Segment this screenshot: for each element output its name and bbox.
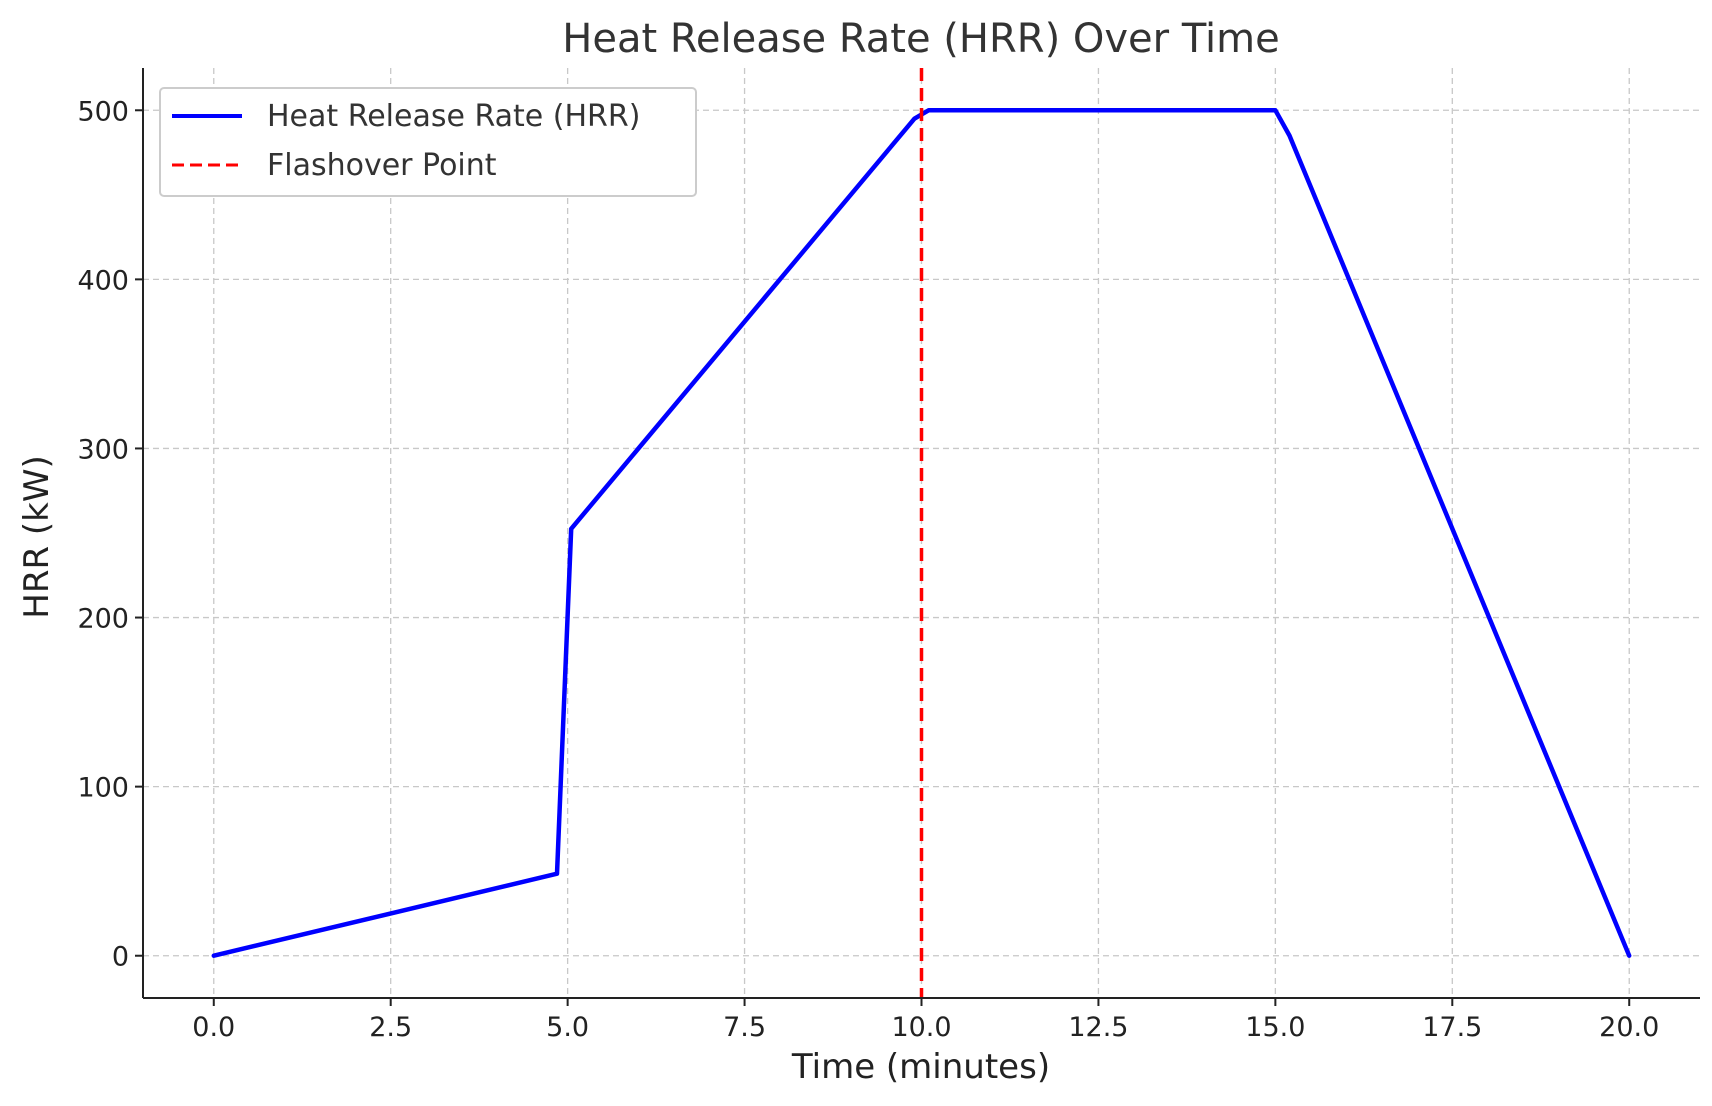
tick-layer: 0.0 2.5 5.0 7.5 10.0 12.5 15.0 17.5 20.0 0 100 200 3… <box>77 96 1659 1043</box>
x-tick-label-8: 20.0 <box>1599 1012 1659 1043</box>
chart-title: Heat Release Rate (HRR) Over Time <box>562 16 1279 62</box>
x-tick-label-2: 5.0 <box>546 1012 589 1043</box>
legend-label-hrr: Heat Release Rate (HRR) <box>267 99 640 134</box>
legend-frame <box>159 87 697 197</box>
y-axis-label: HRR (kW) <box>17 455 57 618</box>
legend: Heat Release Rate (HRR) Flashover Point <box>159 87 697 197</box>
y-tick-label-5: 500 <box>77 96 129 127</box>
x-tick-label-7: 17.5 <box>1422 1012 1482 1043</box>
y-tick-label-1: 100 <box>77 773 129 804</box>
x-tick-label-6: 15.0 <box>1245 1012 1305 1043</box>
x-tick-label-5: 12.5 <box>1068 1012 1128 1043</box>
y-tick-label-2: 200 <box>77 604 129 635</box>
x-tick-label-0: 0.0 <box>192 1012 235 1043</box>
y-tick-label-4: 400 <box>77 265 129 296</box>
y-tick-label-3: 300 <box>77 434 129 465</box>
x-tick-label-3: 7.5 <box>723 1012 766 1043</box>
series-layer <box>211 68 1632 998</box>
y-tick-label-0: 0 <box>112 942 129 973</box>
legend-label-flashover: Flashover Point <box>267 148 497 183</box>
x-axis-label: Time (minutes) <box>791 1047 1050 1087</box>
x-tick-label-4: 10.0 <box>891 1012 951 1043</box>
x-tick-label-1: 2.5 <box>369 1012 412 1043</box>
